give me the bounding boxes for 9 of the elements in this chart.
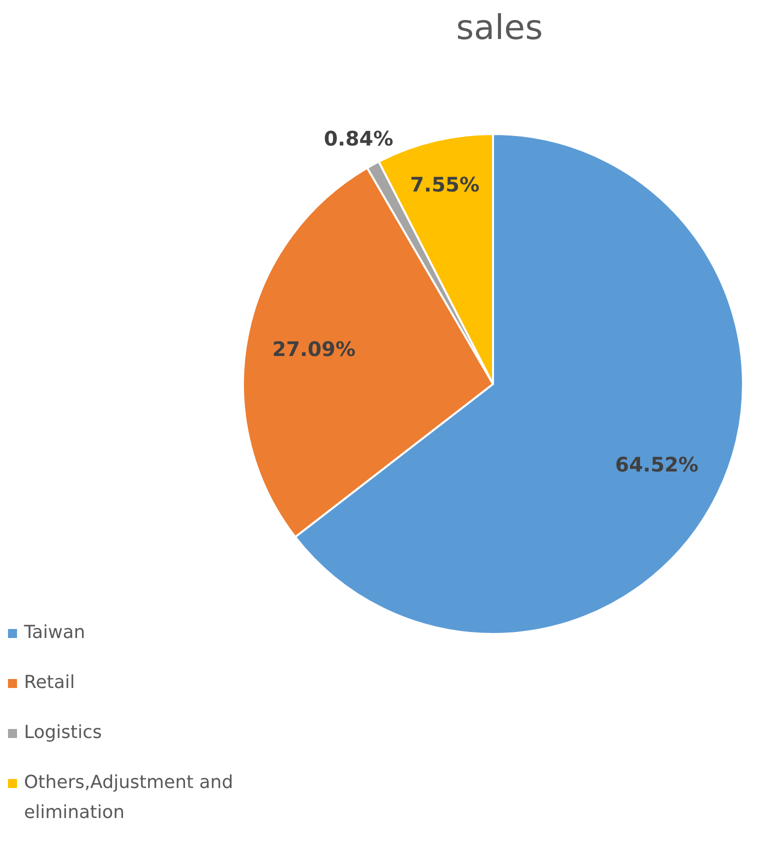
data-label: 7.55% [410,172,480,197]
legend-label: Others,Adjustment and elimination [24,771,234,825]
data-label: 0.84% [324,126,394,150]
data-label: 64.52% [615,452,698,476]
data-label: 27.09% [272,337,356,362]
legend-label: Logistics [24,721,102,745]
legend-label: Retail [24,671,75,695]
chart-title: sales [455,8,544,50]
legend-label: Taiwan [24,621,86,645]
